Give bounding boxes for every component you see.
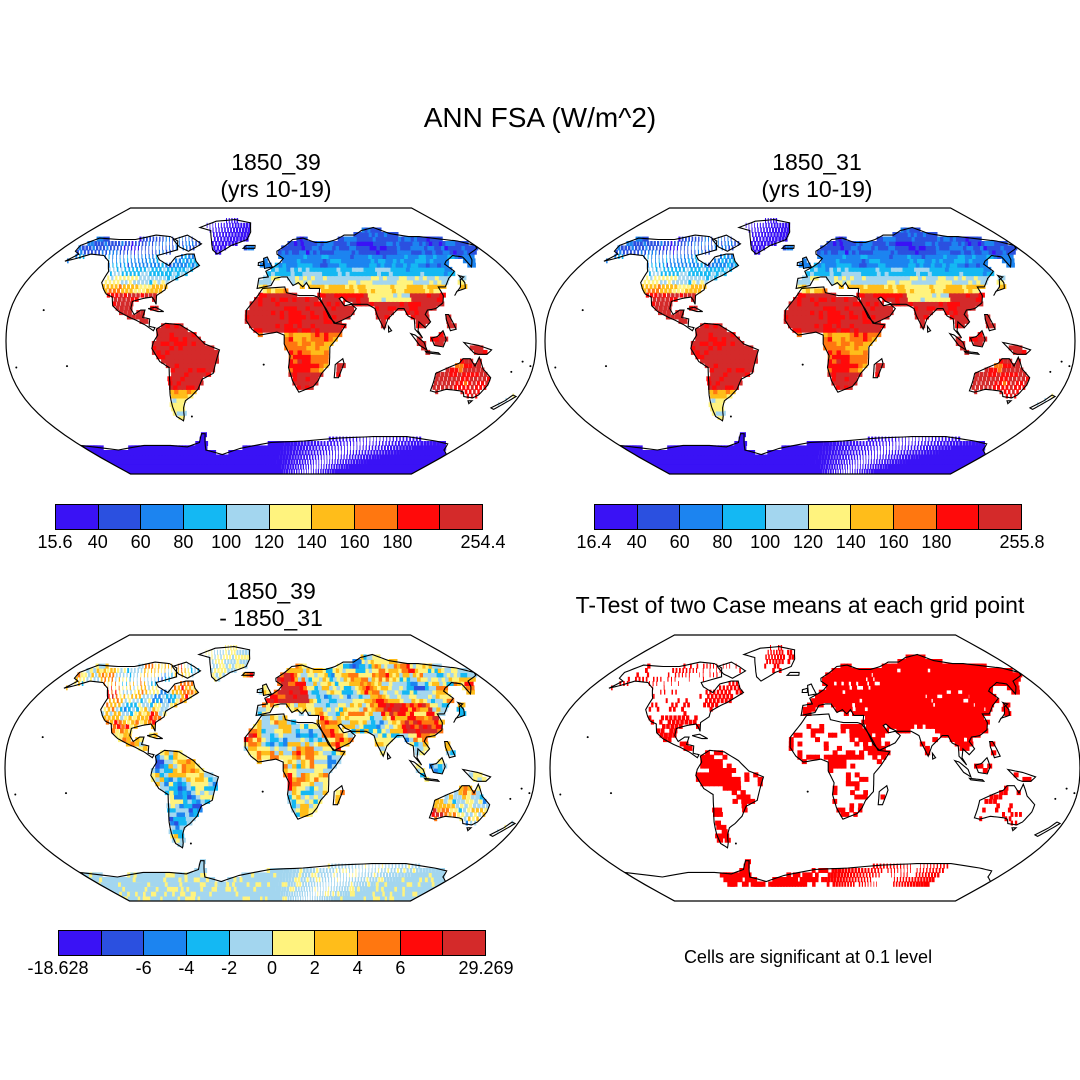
colorbar-segment bbox=[354, 505, 398, 529]
panel-title-bottom-left: 1850_39 - 1850_31 bbox=[121, 578, 421, 632]
map-grid-cells bbox=[606, 218, 1054, 474]
map-panel-top-left bbox=[5, 207, 537, 475]
map-outline bbox=[544, 207, 1076, 475]
map-panel-top-right bbox=[544, 207, 1076, 475]
colorbar-segment bbox=[269, 505, 313, 529]
colorbar-label: 180 bbox=[382, 532, 413, 552]
colorbar-segment bbox=[400, 931, 444, 955]
colorbar-label: 120 bbox=[253, 532, 285, 552]
colorbar-segment bbox=[936, 505, 980, 529]
colorbar-label: 255.8 bbox=[999, 532, 1045, 552]
panel-title-line1: 1850_39 bbox=[231, 149, 321, 175]
coastlines bbox=[559, 646, 1076, 901]
panel-title-line2: (yrs 10-19) bbox=[220, 176, 332, 202]
map-panel-bottom-left bbox=[4, 634, 536, 902]
colorbar-label: 100 bbox=[750, 532, 781, 552]
map-outline bbox=[5, 207, 537, 475]
panel-title-line1: 1850_31 bbox=[772, 149, 862, 175]
colorbar-label: 120 bbox=[792, 532, 824, 552]
colorbar-segment bbox=[187, 931, 230, 955]
colorbar-label: 100 bbox=[211, 532, 242, 552]
colorbar-segment bbox=[101, 931, 145, 955]
colorbar-segment bbox=[397, 505, 441, 529]
colorbar-segment bbox=[723, 505, 766, 529]
panel-title-line2: (yrs 10-19) bbox=[761, 176, 873, 202]
colorbar-segment bbox=[315, 931, 358, 955]
colorbar-label: 140 bbox=[835, 532, 866, 552]
panel-title-bottom-right: T-Test of two Case means at each grid po… bbox=[575, 592, 1025, 618]
main-title: ANN FSA (W/m^2) bbox=[423, 102, 657, 133]
colorbar-segment bbox=[272, 931, 316, 955]
colorbar-label: 80 bbox=[173, 532, 194, 552]
colorbar-top-right bbox=[594, 504, 1022, 530]
panel-title-top-right: 1850_31 (yrs 10-19) bbox=[667, 149, 967, 203]
colorbar-segment bbox=[141, 505, 185, 529]
colorbar-label: 4 bbox=[352, 958, 363, 978]
colorbar-segment bbox=[226, 505, 270, 529]
colorbar-bottom-left bbox=[58, 930, 486, 956]
colorbar-segment bbox=[59, 931, 102, 955]
colorbar-segment bbox=[893, 505, 937, 529]
colorbar-segment bbox=[637, 505, 681, 529]
colorbar-label: 40 bbox=[626, 532, 647, 552]
colorbar-segment bbox=[144, 931, 188, 955]
colorbar-label: -18.628 bbox=[27, 958, 89, 978]
colorbar-segment bbox=[98, 505, 142, 529]
colorbar-label: -6 bbox=[135, 958, 152, 978]
colorbar-label: 180 bbox=[921, 532, 952, 552]
map-outline bbox=[549, 634, 1080, 902]
panel-title-line2: - 1850_31 bbox=[219, 605, 323, 631]
panel-title-top-left: 1850_39 (yrs 10-19) bbox=[126, 149, 426, 203]
colorbar-label: 254.4 bbox=[460, 532, 506, 552]
map-panel-bottom-right bbox=[549, 634, 1080, 902]
colorbar-segment bbox=[680, 505, 724, 529]
significance-note: Cells are significant at 0.1 level bbox=[683, 947, 933, 967]
colorbar-label: 40 bbox=[87, 532, 108, 552]
map-outline bbox=[4, 634, 536, 902]
coastlines bbox=[15, 219, 532, 474]
colorbar-segment bbox=[979, 505, 1022, 529]
colorbar-label: 60 bbox=[130, 532, 151, 552]
colorbar-label: -2 bbox=[221, 958, 238, 978]
colorbar-label: 2 bbox=[309, 958, 320, 978]
colorbar-label: 16.4 bbox=[576, 532, 612, 552]
map-grid-cells bbox=[67, 218, 515, 474]
colorbar-segment bbox=[184, 505, 227, 529]
coastlines bbox=[14, 646, 531, 901]
panel-title-line1: 1850_39 bbox=[226, 578, 316, 604]
colorbar-top-left bbox=[55, 504, 483, 530]
colorbar-segment bbox=[357, 931, 401, 955]
colorbar-segment bbox=[229, 931, 273, 955]
coastlines bbox=[554, 219, 1071, 474]
colorbar-label: -4 bbox=[178, 958, 195, 978]
colorbar-segment bbox=[765, 505, 809, 529]
colorbar-segment bbox=[851, 505, 894, 529]
colorbar-label: 160 bbox=[878, 532, 909, 552]
colorbar-label: 160 bbox=[339, 532, 370, 552]
colorbar-segment bbox=[595, 505, 638, 529]
colorbar-label: 6 bbox=[395, 958, 406, 978]
colorbar-segment bbox=[808, 505, 852, 529]
colorbar-segment bbox=[56, 505, 99, 529]
colorbar-label: 140 bbox=[296, 532, 327, 552]
colorbar-label: 0 bbox=[266, 958, 278, 978]
colorbar-segment bbox=[440, 505, 483, 529]
colorbar-label: 29.269 bbox=[458, 958, 514, 978]
colorbar-label: 80 bbox=[712, 532, 733, 552]
map-grid-cells bbox=[66, 645, 514, 901]
colorbar-segment bbox=[443, 931, 486, 955]
colorbar-label: 15.6 bbox=[37, 532, 73, 552]
colorbar-segment bbox=[312, 505, 355, 529]
colorbar-label: 60 bbox=[669, 532, 690, 552]
